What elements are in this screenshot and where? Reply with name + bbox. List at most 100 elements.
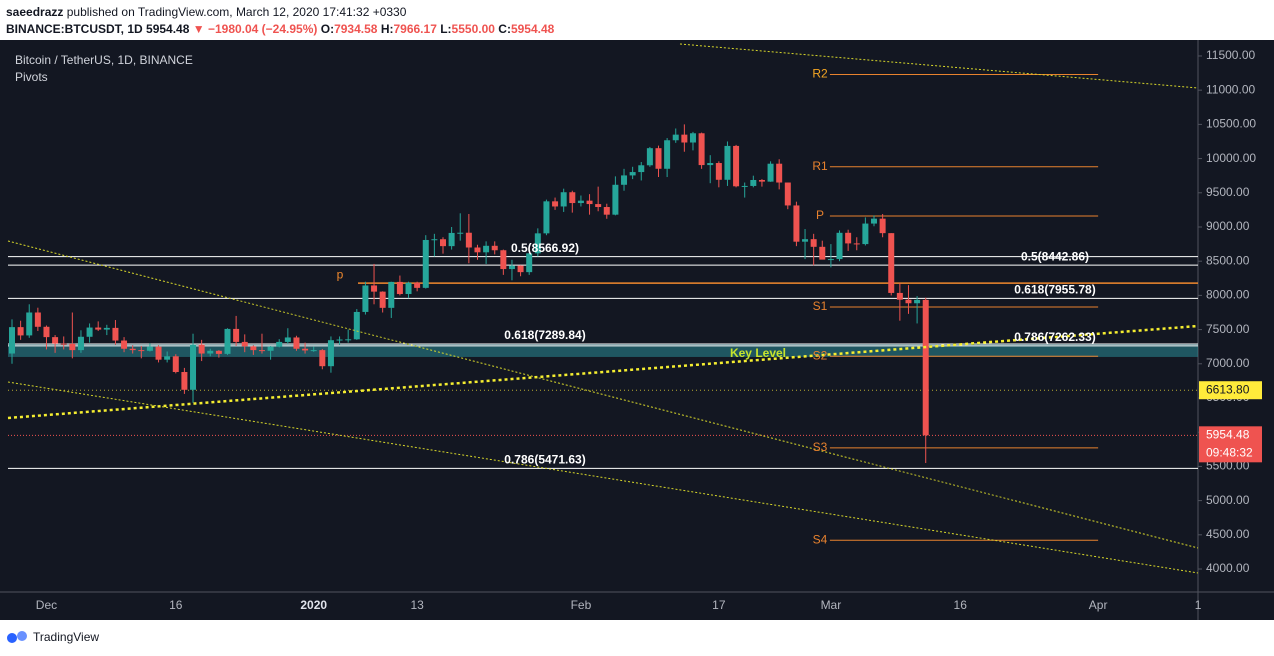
candle-body [293, 337, 300, 349]
candle-body [715, 163, 722, 180]
candle-body [758, 179, 765, 182]
ohlc-value: 5954.48 [510, 22, 555, 36]
candle-body [9, 327, 15, 354]
candle-body [172, 356, 179, 373]
candle-body [121, 340, 128, 349]
candle-body [371, 285, 378, 292]
candle-body [508, 265, 515, 270]
candle-body [534, 233, 541, 254]
pivot-label: S1 [813, 299, 828, 313]
candle-body [595, 204, 602, 208]
pivot-label: R2 [812, 67, 828, 81]
y-tick-label: 10500.00 [1206, 117, 1256, 131]
x-tick-label: 1 [1195, 598, 1202, 612]
candle-body [784, 182, 791, 206]
candle-body [586, 200, 593, 205]
ohlc-value: 7934.58 [334, 22, 378, 36]
candle-body [422, 239, 429, 288]
candle-body [724, 145, 731, 180]
candle-body [431, 239, 438, 241]
candle-body [146, 346, 153, 351]
candle-body [336, 339, 343, 341]
candle-body [491, 245, 498, 251]
trendline [7, 240, 1199, 549]
candle-body [827, 259, 834, 261]
header: saeedrazz published on TradingView.com, … [0, 0, 1274, 40]
candle-body [129, 348, 136, 351]
candle-body [629, 172, 636, 176]
candle-body [845, 232, 852, 244]
countdown-label: 09:48:32 [1206, 445, 1253, 459]
candle-body [448, 232, 455, 247]
overlay-layer: 4000.004500.005000.005500.006000.006500.… [337, 48, 1262, 575]
candle-body [612, 184, 619, 215]
candle-body [233, 328, 240, 342]
candle-body [750, 179, 757, 186]
candle-body [198, 344, 205, 354]
current-price-label: 5954.48 [1206, 427, 1250, 441]
candle-body [483, 245, 490, 253]
pivot-label: R1 [812, 159, 828, 173]
candle-body [836, 232, 843, 260]
candle-body [190, 344, 197, 390]
candle-body [60, 343, 67, 345]
x-tick-label: 13 [410, 598, 424, 612]
candle-body [77, 336, 84, 351]
candle-body [914, 299, 921, 304]
trendline [7, 381, 1199, 574]
candle-body [17, 327, 24, 336]
publish-info: published on TradingView.com, March 12, … [66, 5, 407, 19]
x-tick-label: 16 [169, 598, 183, 612]
candle-body [181, 372, 188, 390]
candle-body [302, 348, 309, 351]
candle-body [284, 337, 291, 342]
candle-body [819, 246, 826, 260]
pivot-label: S4 [813, 532, 828, 546]
x-tick-label: 2020 [300, 598, 327, 612]
candle-body [560, 192, 567, 207]
candle-body [707, 163, 714, 166]
x-tick-label: Feb [571, 598, 592, 612]
x-tick-label: 17 [712, 598, 726, 612]
candle-body [526, 253, 533, 273]
candle-body [517, 265, 524, 273]
candle-body [569, 192, 576, 204]
candle-body [621, 175, 628, 185]
candle-body [379, 291, 386, 308]
fib-label: 0.618(7955.78) [1014, 283, 1095, 297]
candle-body [871, 218, 877, 224]
last-price: 5954.48 [146, 22, 190, 36]
fib-label: 0.786(5471.63) [504, 453, 585, 467]
candle-body [207, 350, 214, 354]
candle-body [86, 327, 93, 337]
y-tick-label: 7000.00 [1206, 356, 1250, 370]
candle-body [741, 185, 748, 187]
candle-body [853, 243, 860, 245]
candle-body [905, 299, 912, 304]
candle-body [155, 346, 162, 360]
footer-background [0, 620, 1274, 656]
y-tick-label: 9500.00 [1206, 185, 1250, 199]
candle-body [112, 327, 119, 341]
candle-body [577, 200, 584, 204]
y-tick-label: 9000.00 [1206, 219, 1250, 233]
candle-body [353, 311, 360, 340]
candle-body [810, 239, 817, 247]
ohlc-label: L: [440, 22, 452, 36]
y-tick-label: 4500.00 [1206, 527, 1250, 541]
candle-body [862, 223, 869, 245]
plot-layer: Dec 16 2020 13 Feb 17 Mar 16 Apr 1 [8, 55, 1202, 612]
y-tick-label: 11000.00 [1206, 82, 1255, 96]
x-tick-label: Dec [36, 598, 57, 612]
x-tick-label: Apr [1089, 598, 1108, 612]
symbol-line: BINANCE:BTCUSDT, 1D 5954.48 ▼ −1980.04 (… [6, 22, 554, 36]
p-label: p [337, 267, 344, 281]
candle-body [310, 350, 317, 352]
candle-body [879, 218, 886, 234]
candle-body [103, 327, 110, 330]
candle-body [52, 337, 59, 344]
candle-body [345, 339, 352, 341]
change: ▼ −1980.04 (−24.95%) [192, 22, 318, 36]
candle-body [224, 328, 231, 354]
